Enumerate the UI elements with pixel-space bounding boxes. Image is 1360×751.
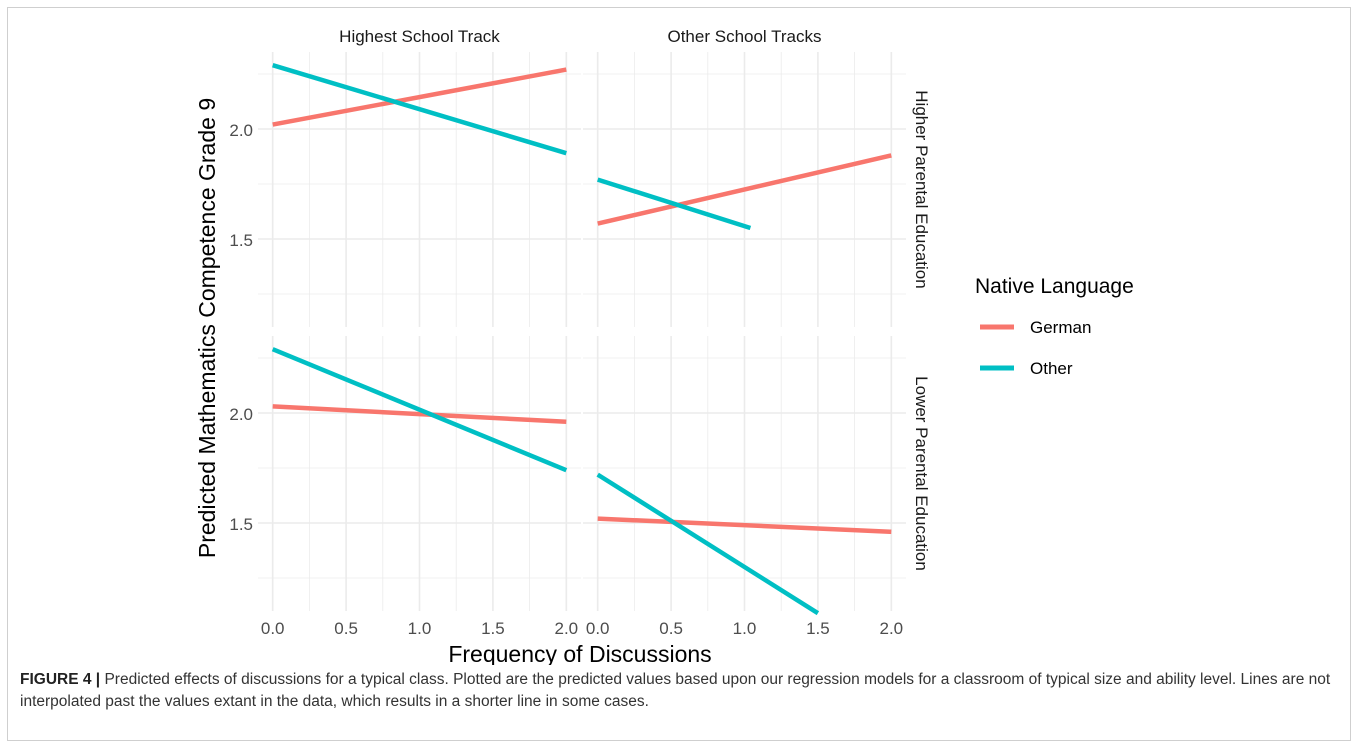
- series-line-other: [271, 347, 568, 473]
- y-tick-label: 1.5: [229, 231, 253, 250]
- x-tick-label: 1.0: [733, 619, 757, 638]
- panel-highest-school-track-higher-parental-education: [258, 52, 581, 327]
- series-line-german: [272, 67, 567, 127]
- series-line-german: [272, 404, 567, 425]
- y-axis-title: Predicted Mathematics Competence Grade 9: [194, 98, 220, 558]
- legend: Native Language German Other: [975, 275, 1134, 378]
- panel-highest-school-track-lower-parental-education: [258, 336, 581, 611]
- series-line-german: [597, 153, 892, 226]
- x-tick-label: 1.5: [481, 619, 505, 638]
- x-tick-label: 0.0: [261, 619, 285, 638]
- facet-label-row: Lower Parental Education: [912, 376, 931, 571]
- y-tick-label: 2.0: [229, 405, 253, 424]
- figure-frame: [7, 7, 1351, 741]
- x-tick-label: 1.0: [408, 619, 432, 638]
- facet-label-column: Other School Tracks: [667, 27, 821, 46]
- y-tick-label: 1.5: [229, 515, 253, 534]
- x-tick-label: 2.0: [879, 619, 903, 638]
- legend-label-other: Other: [1030, 359, 1073, 378]
- series-line-other: [596, 472, 820, 616]
- faceted-line-chart: Highest School Track Other School Tracks H…: [194, 27, 1134, 665]
- series-line-german: [597, 516, 892, 535]
- facet-label-row: Higher Parental Education: [912, 90, 931, 288]
- panel-other-school-tracks-lower-parental-education: [583, 336, 906, 616]
- x-tick-label: 0.5: [659, 619, 683, 638]
- series-line-other: [272, 63, 567, 156]
- axis-layer: Highest School Track Other School Tracks H…: [229, 27, 931, 638]
- caption-text: Predicted effects of discussions for a t…: [20, 671, 1331, 710]
- panel-other-school-tracks-higher-parental-education: [583, 52, 906, 327]
- panels-layer: [258, 52, 906, 616]
- x-tick-label: 0.5: [334, 619, 358, 638]
- x-tick-label: 2.0: [554, 619, 578, 638]
- legend-label-german: German: [1030, 318, 1091, 337]
- series-line-other: [597, 177, 752, 231]
- x-tick-label: 1.5: [806, 619, 830, 638]
- x-tick-label: 0.0: [586, 619, 610, 638]
- figure-caption: FIGURE 4 | Predicted effects of discussi…: [20, 669, 1342, 713]
- y-tick-label: 2.0: [229, 121, 253, 140]
- caption-label: FIGURE 4 |: [20, 671, 101, 688]
- legend-title: Native Language: [975, 275, 1134, 298]
- facet-label-column: Highest School Track: [339, 27, 500, 46]
- x-axis-title: Frequency of Discussions: [448, 641, 711, 665]
